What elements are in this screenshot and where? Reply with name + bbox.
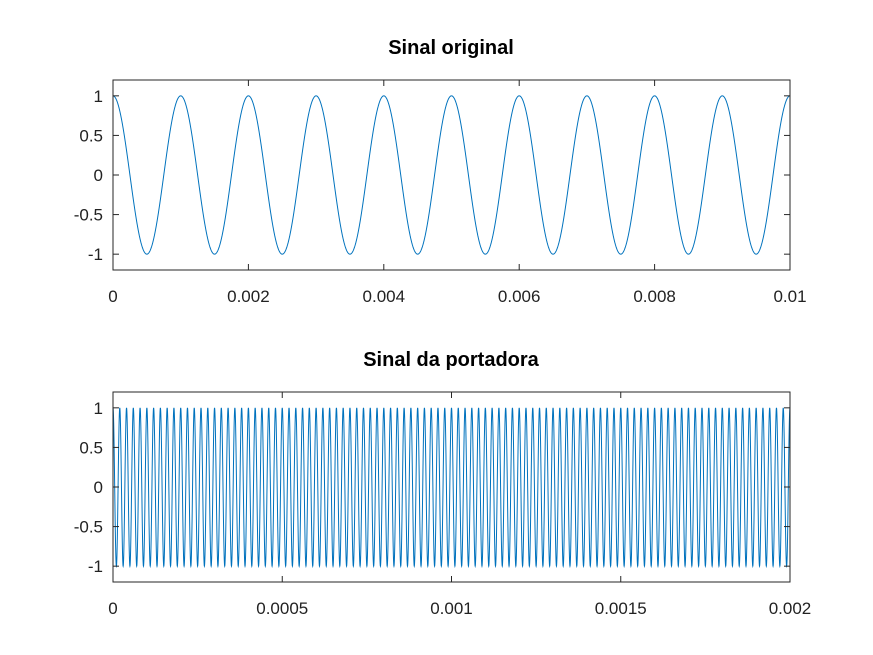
series-line: [112, 407, 791, 569]
y-tick-label: 1: [94, 399, 103, 418]
x-tick-label: 0.002: [769, 599, 812, 618]
chart-title: Sinal original: [388, 37, 514, 59]
y-tick-label: 0: [94, 478, 103, 497]
y-tick-label: -0.5: [74, 206, 103, 225]
y-tick-label: -1: [88, 245, 103, 264]
y-tick-label: 0: [94, 166, 103, 185]
y-tick-label: -0.5: [74, 518, 103, 537]
x-tick-label: 0: [108, 599, 117, 618]
y-tick-label: -1: [88, 557, 103, 576]
y-tick-label: 0.5: [79, 126, 103, 145]
x-tick-label: 0.0005: [256, 599, 308, 618]
x-tick-label: 0.002: [227, 287, 270, 306]
series-line: [112, 95, 791, 255]
x-tick-label: 0.008: [633, 287, 676, 306]
axes-frame: [112, 79, 791, 271]
subplot-original-signal: Sinal original 0 0.002 0.004 0.006 0.008 0.01…: [74, 37, 807, 306]
x-tick-label: 0.01: [773, 287, 806, 306]
subplot-carrier-signal: Sinal da portadora 0 0.0005 0.001 0.0015 0.0…: [74, 349, 812, 618]
x-tick-label: 0.006: [498, 287, 541, 306]
x-tick-label: 0: [108, 287, 117, 306]
x-tick-label: 0.0015: [595, 599, 647, 618]
y-tick-label: 0.5: [79, 438, 103, 457]
chart-title: Sinal da portadora: [363, 349, 539, 371]
y-tick-label: 1: [94, 87, 103, 106]
axes-frame: [112, 391, 791, 583]
x-tick-label: 0.004: [363, 287, 406, 306]
x-tick-label: 0.001: [430, 599, 473, 618]
